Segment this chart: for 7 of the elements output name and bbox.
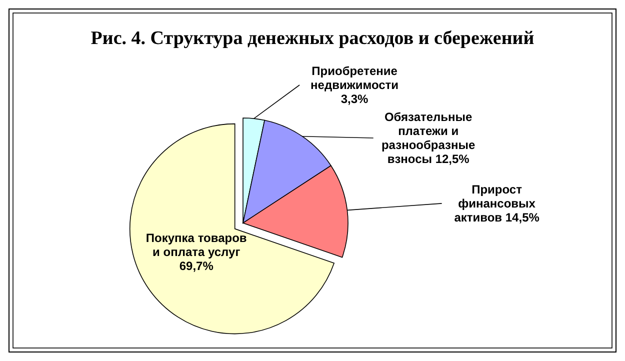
chart-title: Рис. 4. Структура денежных расходов и сбережений — [90, 28, 534, 49]
slice-label: Покупка товаров и оплата услуг — [146, 231, 247, 260]
slice-label: Прирост финансовых активов 14,5% — [454, 182, 540, 224]
slice-label: Обязательные платежи и разнообразные взносы 12,5% — [381, 110, 476, 166]
data-label: 3,3% — [340, 92, 369, 106]
data-label: 69,7% — [179, 259, 214, 274]
slice-label: Приобретение недвижимости — [310, 64, 399, 92]
